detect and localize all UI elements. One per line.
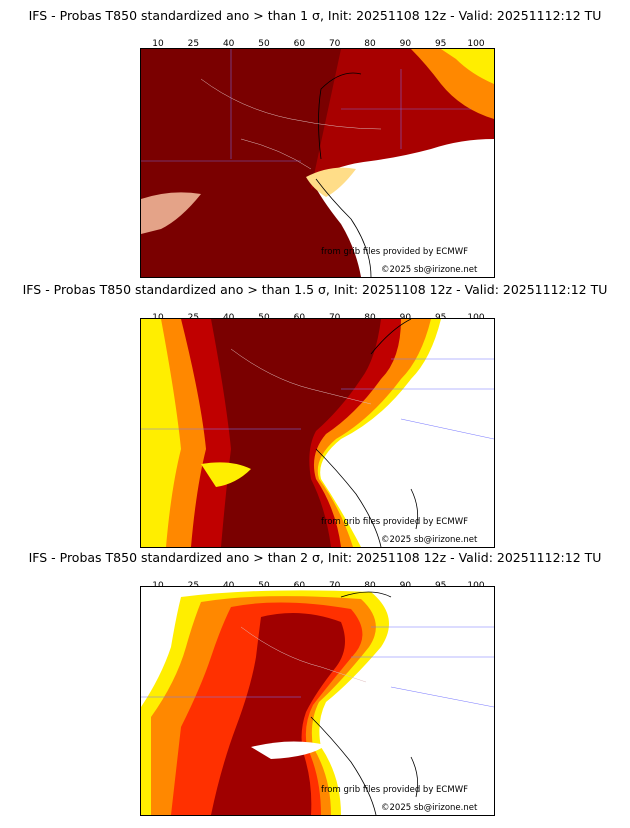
no-prob-area bbox=[311, 139, 494, 277]
no-prob-area bbox=[251, 741, 326, 759]
colorbar-tick-label: 80 bbox=[364, 39, 376, 49]
colorbar-tick-label: 40 bbox=[223, 39, 235, 49]
prob-field-lowest bbox=[441, 49, 494, 84]
colorbar-tick-label: 70 bbox=[329, 39, 341, 49]
prob-field-high bbox=[211, 613, 345, 815]
colorbar-tick-label: 25 bbox=[188, 39, 199, 49]
colorbar-tick-label: 50 bbox=[258, 39, 270, 49]
borders bbox=[141, 358, 494, 440]
coastline bbox=[315, 319, 419, 547]
prob-field-high bbox=[211, 319, 381, 547]
credit-source: from grib files provided by ECMWF bbox=[321, 785, 468, 795]
panel-title: IFS - Probas T850 standardized ano > tha… bbox=[22, 282, 608, 297]
colorbar-tick-label: 95 bbox=[435, 39, 446, 49]
coastline bbox=[315, 72, 372, 277]
colorbar-tick-label: 60 bbox=[294, 39, 306, 49]
borders bbox=[141, 626, 494, 708]
panel-1: IFS - Probas T850 standardized ano > tha… bbox=[0, 0, 630, 278]
probability-map: from grib files provided by ECMWF ©2025 … bbox=[140, 48, 495, 278]
panel-title: IFS - Probas T850 standardized ano > tha… bbox=[28, 8, 602, 23]
probability-map: from grib files provided by ECMWF ©2025 … bbox=[140, 586, 495, 816]
credit-site: ©2025 sb@irizone.net bbox=[381, 535, 478, 545]
panel-2: IFS - Probas T850 standardized ano > tha… bbox=[0, 274, 630, 548]
coastline bbox=[310, 591, 419, 815]
regions bbox=[200, 78, 382, 170]
panel-title: IFS - Probas T850 standardized ano > tha… bbox=[28, 550, 602, 565]
credit-source: from grib files provided by ECMWF bbox=[321, 247, 468, 257]
regions bbox=[240, 626, 367, 683]
prob-field-fringe bbox=[306, 167, 356, 197]
colorbar-tick-label: 10 bbox=[152, 39, 164, 49]
panel-3: IFS - Probas T850 standardized ano > tha… bbox=[0, 546, 630, 816]
credit-site: ©2025 sb@irizone.net bbox=[381, 803, 478, 813]
credit-source: from grib files provided by ECMWF bbox=[321, 517, 468, 527]
colorbar-tick-label: 90 bbox=[400, 39, 412, 49]
probability-map: from grib files provided by ECMWF ©2025 … bbox=[140, 318, 495, 548]
regions bbox=[230, 348, 372, 405]
borders bbox=[141, 49, 471, 162]
credit-site: ©2025 sb@irizone.net bbox=[381, 265, 478, 275]
colorbar-tick-label: 100 bbox=[467, 39, 484, 49]
prob-field-fringe bbox=[201, 462, 251, 487]
prob-field-fringe bbox=[141, 192, 201, 234]
